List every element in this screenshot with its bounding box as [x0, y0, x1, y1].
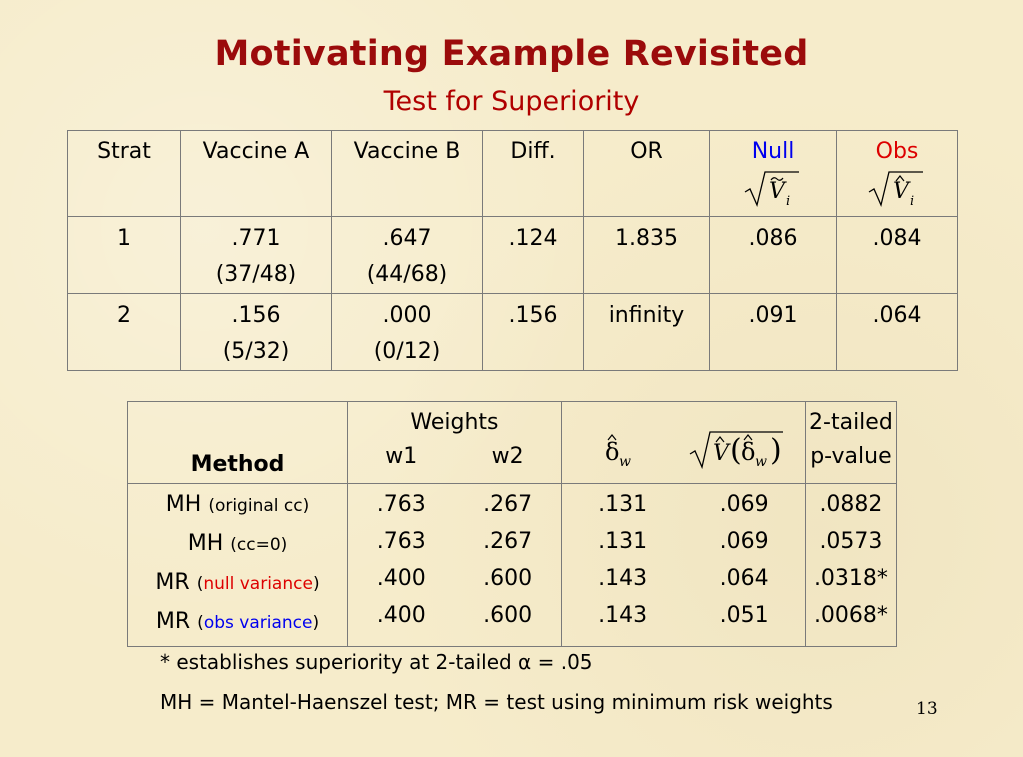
- svg-text:δ: δ: [741, 438, 755, 466]
- method-note: (cc=0): [230, 535, 288, 555]
- header-obs: Obs V i: [836, 130, 958, 217]
- pvalue: .0882: [819, 492, 883, 517]
- header-obs-label: Obs: [875, 139, 919, 164]
- method-table: Method Weights w1 w2 δ w V ( δ w ): [127, 401, 898, 647]
- method-note: (original cc): [208, 496, 310, 516]
- sqrt-v-hat-symbol: V i: [868, 171, 923, 208]
- w1-value: .400: [376, 566, 426, 591]
- slide-subtitle: Test for Superiority: [383, 86, 640, 117]
- w1-header-label: w1: [385, 444, 418, 469]
- w1-value: .400: [376, 603, 426, 628]
- method-header-label: Method: [190, 452, 285, 477]
- w2-value: .267: [483, 492, 533, 517]
- method-table-body: MH (original cc) MH (cc=0) MR (null vari…: [127, 483, 898, 647]
- cell-count: (5/32): [222, 339, 290, 364]
- header-null: Null V i: [709, 130, 837, 217]
- cell-vaccine-b: .647 (44/68): [331, 216, 483, 294]
- cell-null: .086: [709, 216, 837, 294]
- svg-text:w: w: [619, 454, 631, 470]
- stratum-table: Strat Vaccine A Vaccine B Diff. OR Null …: [67, 130, 958, 371]
- header-diff: Diff.: [482, 130, 584, 217]
- stratum-table-header: Strat Vaccine A Vaccine B Diff. OR Null …: [67, 130, 958, 217]
- header-null-label: Null: [751, 139, 795, 164]
- pvalue: .0068*: [813, 603, 888, 628]
- method-note-obs-variance: obs variance: [203, 613, 313, 633]
- cell-diff: .124: [482, 216, 584, 294]
- page-number: 13: [916, 699, 938, 719]
- method-table-header: Method Weights w1 w2 δ w V ( δ w ): [127, 401, 898, 484]
- weights-header-label: Weights: [410, 410, 499, 435]
- cell-count: (37/48): [215, 262, 297, 287]
- slide-title: Motivating Example Revisited: [214, 34, 809, 74]
- svg-text:V: V: [769, 179, 787, 204]
- header-vaccine-b: Vaccine B: [331, 130, 483, 217]
- header-pvalue: 2-tailed p-value: [804, 401, 898, 484]
- delta-value: .143: [598, 603, 648, 628]
- pvalue-column: .0882 .0573 .0318* .0068*: [804, 483, 898, 647]
- svg-text:V: V: [893, 179, 911, 204]
- cell-obs: .064: [836, 293, 958, 371]
- cell-null: .091: [709, 293, 837, 371]
- cell-count: (44/68): [366, 262, 448, 287]
- header-vaccine-a: Vaccine A: [180, 130, 332, 217]
- delta-column: .131 .069 .131 .069 .143 .064 .143 .051: [560, 483, 806, 647]
- cell-rate: .000: [382, 303, 432, 328]
- w2-value: .600: [483, 566, 533, 591]
- delta-value: .143: [598, 566, 648, 591]
- delta-value: .131: [598, 492, 648, 517]
- table-row: 1 .771 (37/48) .647 (44/68) .124 1.835 .08…: [67, 216, 958, 294]
- cell-vaccine-b: .000 (0/12): [331, 293, 483, 371]
- w2-header-label: w2: [491, 444, 524, 469]
- header-or: OR: [583, 130, 710, 217]
- delta-hat-se-symbols: δ w V ( δ w ): [605, 431, 784, 470]
- cell-rate: .647: [382, 226, 432, 251]
- method-entry: MH (cc=0): [187, 531, 288, 556]
- sqrt-v-tilde-symbol: V i: [744, 171, 799, 208]
- svg-text:): ): [770, 433, 782, 468]
- cell-vaccine-a: .156 (5/32): [180, 293, 332, 371]
- header-strat: Strat: [67, 130, 181, 217]
- se-value: .069: [719, 492, 769, 517]
- method-entry: MR (null variance): [155, 570, 320, 595]
- cell-rate: .771: [231, 226, 281, 251]
- header-method: Method: [127, 401, 348, 484]
- cell-rate: .156: [231, 303, 281, 328]
- svg-text:δ: δ: [605, 438, 619, 466]
- se-value: .069: [719, 529, 769, 554]
- header-weights: Weights w1 w2: [347, 401, 562, 484]
- svg-text:i: i: [786, 194, 790, 208]
- cell-strat: 2: [67, 293, 181, 371]
- pvalue: .0318*: [813, 566, 888, 591]
- svg-text:i: i: [910, 194, 914, 208]
- cell-obs: .084: [836, 216, 958, 294]
- table-row: 2 .156 (5/32) .000 (0/12) .156 infinity .0…: [67, 293, 958, 371]
- cell-or: 1.835: [583, 216, 710, 294]
- method-column: MH (original cc) MH (cc=0) MR (null vari…: [127, 483, 348, 647]
- weights-column: .763 .267 .763 .267 .400 .600 .400 .600: [347, 483, 562, 647]
- header-delta: δ w V ( δ w ): [560, 401, 806, 484]
- w2-value: .267: [483, 529, 533, 554]
- method-entry: MH (original cc): [165, 492, 310, 517]
- method-entry: MR (obs variance): [155, 609, 320, 634]
- se-value: .064: [719, 566, 769, 591]
- cell-count: (0/12): [373, 339, 441, 364]
- w1-value: .763: [376, 492, 426, 517]
- pvalue: .0573: [819, 529, 883, 554]
- se-value: .051: [719, 603, 769, 628]
- cell-diff: .156: [482, 293, 584, 371]
- footnote-superiority: * establishes superiority at 2-tailed α …: [160, 650, 593, 674]
- w1-value: .763: [376, 529, 426, 554]
- pvalue-header-line2: p-value: [810, 444, 892, 469]
- method-note-null-variance: null variance: [203, 574, 313, 594]
- cell-strat: 1: [67, 216, 181, 294]
- svg-text:w: w: [755, 454, 767, 470]
- w2-value: .600: [483, 603, 533, 628]
- pvalue-header-line1: 2-tailed: [809, 410, 893, 435]
- cell-vaccine-a: .771 (37/48): [180, 216, 332, 294]
- svg-text:(: (: [730, 433, 742, 468]
- svg-text:V: V: [713, 441, 731, 466]
- delta-value: .131: [598, 529, 648, 554]
- footnote-abbreviations: MH = Mantel-Haenszel test; MR = test usi…: [160, 690, 833, 714]
- cell-or: infinity: [583, 293, 710, 371]
